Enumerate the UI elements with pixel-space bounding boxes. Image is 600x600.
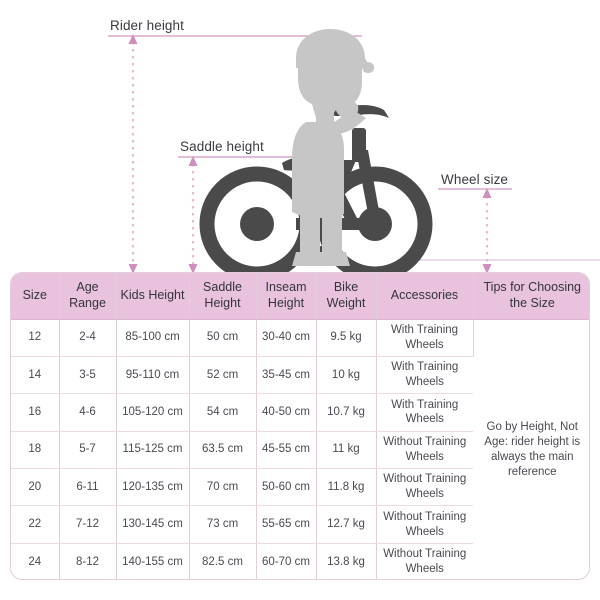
cell-age-range: 2-4 — [59, 319, 117, 357]
table-header-row: Size Age Range Kids Height Saddle Height… — [11, 273, 589, 320]
column-header-tips: Tips for Choosing the Size — [473, 273, 589, 320]
bike-size-illustration: Rider height Saddle height Wheel size — [0, 0, 600, 275]
saddle-height-label: Saddle height — [180, 139, 264, 154]
cell-saddle-height: 50 cm — [189, 319, 257, 357]
cell-bike-weight: 10 kg — [316, 356, 377, 395]
cell-size: 18 — [11, 431, 60, 470]
cell-saddle-height: 63.5 cm — [189, 431, 257, 470]
table-row: 14 3-5 95-110 cm 52 cm 35-45 cm 10 kg Wi… — [11, 356, 589, 395]
column-header-saddle-height: Saddle Height — [189, 273, 257, 320]
column-header-accessories: Accessories — [376, 273, 474, 320]
cell-size: 24 — [11, 543, 60, 579]
cell-kids-height: 105-120 cm — [116, 393, 190, 432]
cell-accessories: Without Training Wheels — [376, 468, 473, 507]
cell-inseam-height: 40-50 cm — [256, 393, 317, 432]
cell-accessories: Without Training Wheels — [383, 548, 467, 576]
cell-saddle-height: 54 cm — [189, 393, 257, 432]
rider-height-measure-arrow — [128, 34, 138, 274]
column-header-size: Size — [11, 273, 60, 320]
column-header-age-range: Age Range — [59, 273, 117, 320]
cell-age-range: 3-5 — [59, 356, 117, 395]
cell-bike-weight: 12.7 kg — [316, 505, 377, 544]
column-header-kids-height: Kids Height — [116, 273, 190, 320]
cell-kids-height: 130-145 cm — [116, 505, 190, 544]
table-header: Size Age Range Kids Height Saddle Height… — [11, 273, 589, 320]
cell-accessories: With Training Wheels — [376, 393, 473, 432]
cell-bike-weight: 13.8 kg — [316, 543, 377, 579]
cell-bike-weight: 10.7 kg — [316, 393, 377, 432]
cell-age-range: 4-6 — [59, 393, 117, 432]
wheel-size-label: Wheel size — [441, 172, 509, 187]
cell-saddle-height: 73 cm — [189, 505, 257, 544]
cell-accessories: Without Training Wheels — [376, 505, 473, 544]
cell-size: 12 — [11, 319, 60, 357]
cell-accessories: With Training Wheels — [376, 319, 474, 357]
wheel-size-measure-arrow — [482, 188, 492, 274]
table-row: 12 2-4 85-100 cm 50 cm 30-40 cm 9.5 kg W… — [11, 319, 589, 579]
cell-inseam-height: 50-60 cm — [256, 468, 317, 507]
cell-inseam-height: 60-70 cm — [256, 543, 317, 579]
cell-inseam-height: 30-40 cm — [256, 319, 317, 357]
table-row: 24 8-12 140-155 cm 82.5 cm 60-70 cm 13.8… — [11, 543, 589, 579]
cell-age-range: 7-12 — [59, 505, 117, 544]
cell-bike-weight: 11.8 kg — [316, 468, 377, 507]
child-silhouette — [292, 29, 375, 266]
cell-age-range: 6-11 — [59, 468, 117, 507]
cell-size: 22 — [11, 505, 60, 544]
cell-size: 20 — [11, 468, 60, 507]
cell-kids-height: 120-135 cm — [116, 468, 190, 507]
bike-size-table: Size Age Range Kids Height Saddle Height… — [11, 273, 589, 579]
table-row: 20 6-11 120-135 cm 70 cm 50-60 cm 11.8 k… — [11, 468, 589, 507]
cell-size: 14 — [11, 356, 60, 395]
cell-kids-height: 140-155 cm — [116, 543, 190, 579]
column-header-inseam-height: Inseam Height — [256, 273, 317, 320]
cell-kids-height: 115-125 cm — [116, 431, 190, 470]
cell-bike-weight: 11 kg — [316, 431, 377, 470]
cell-accessories: With Training Wheels — [376, 356, 473, 395]
cell-saddle-height: 52 cm — [189, 356, 257, 395]
illustration-svg — [108, 29, 600, 275]
cell-kids-height: 95-110 cm — [116, 356, 190, 395]
column-header-bike-weight: Bike Weight — [316, 273, 377, 320]
cell-inseam-height: 55-65 cm — [256, 505, 317, 544]
cell-saddle-height: 70 cm — [189, 468, 257, 507]
cell-size: 16 — [11, 393, 60, 432]
cell-saddle-height: 82.5 cm — [189, 543, 257, 579]
saddle-height-measure-arrow — [188, 156, 198, 274]
rider-height-label: Rider height — [110, 18, 184, 33]
cell-kids-height: 85-100 cm — [116, 319, 190, 357]
cell-inseam-height: 35-45 cm — [256, 356, 317, 395]
table-row: 18 5-7 115-125 cm 63.5 cm 45-55 cm 11 kg… — [11, 431, 589, 470]
cell-bike-weight: 9.5 kg — [316, 319, 377, 357]
table-body: 12 2-4 85-100 cm 50 cm 30-40 cm 9.5 kg W… — [11, 319, 589, 579]
table-row: 16 4-6 105-120 cm 54 cm 40-50 cm 10.7 kg… — [11, 393, 589, 432]
cell-inseam-height: 45-55 cm — [256, 431, 317, 470]
cell-tips: Go by Height, Not Age: rider height is a… — [473, 319, 589, 579]
bike-size-table-container: Size Age Range Kids Height Saddle Height… — [10, 272, 590, 580]
table-row: 22 7-12 130-145 cm 73 cm 55-65 cm 12.7 k… — [11, 505, 589, 544]
cell-accessories: Without Training Wheels — [376, 431, 473, 470]
cell-age-range: 5-7 — [59, 431, 117, 470]
cell-age-range: 8-12 — [59, 543, 117, 579]
